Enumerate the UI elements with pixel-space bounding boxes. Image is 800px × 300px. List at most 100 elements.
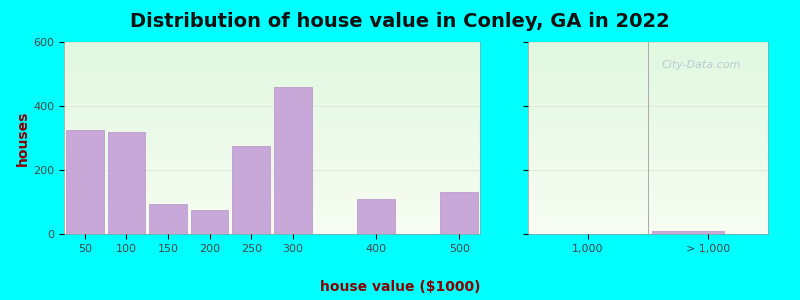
Bar	[64, 71, 480, 74]
Bar	[64, 167, 480, 170]
Bar	[64, 144, 480, 148]
Bar	[358, 199, 394, 234]
Bar	[66, 130, 103, 234]
Bar	[528, 116, 768, 119]
Bar	[64, 103, 480, 106]
Bar	[64, 224, 480, 228]
Bar	[64, 100, 480, 103]
Bar	[64, 154, 480, 157]
Bar	[64, 90, 480, 93]
Bar	[64, 221, 480, 224]
Bar	[64, 218, 480, 221]
Bar	[64, 176, 480, 180]
Bar	[528, 77, 768, 80]
Bar	[64, 164, 480, 167]
Bar	[64, 199, 480, 202]
Bar	[64, 52, 480, 55]
Bar	[64, 45, 480, 48]
Bar	[528, 55, 768, 58]
Bar	[528, 144, 768, 148]
Bar	[64, 68, 480, 71]
Bar	[64, 109, 480, 112]
Bar	[528, 180, 768, 183]
Bar	[64, 135, 480, 138]
Bar	[64, 212, 480, 215]
Bar	[528, 52, 768, 55]
Bar	[528, 61, 768, 64]
Bar	[64, 55, 480, 58]
Bar	[64, 180, 480, 183]
Bar	[528, 112, 768, 116]
Bar	[528, 231, 768, 234]
Bar	[528, 138, 768, 141]
Bar	[64, 58, 480, 61]
Bar	[64, 84, 480, 87]
Bar	[528, 215, 768, 218]
Bar	[528, 135, 768, 138]
Bar	[528, 84, 768, 87]
Bar	[274, 87, 311, 234]
Bar	[64, 189, 480, 192]
Bar	[528, 199, 768, 202]
Bar	[652, 231, 724, 234]
Bar	[64, 138, 480, 141]
Bar	[528, 128, 768, 132]
Bar	[528, 170, 768, 173]
Bar	[64, 106, 480, 109]
Bar	[528, 74, 768, 77]
Bar	[528, 125, 768, 128]
Bar	[528, 100, 768, 103]
Bar	[64, 112, 480, 116]
Bar	[64, 231, 480, 234]
Bar	[64, 148, 480, 151]
Bar	[64, 208, 480, 211]
Bar	[64, 61, 480, 64]
Bar	[64, 87, 480, 90]
Bar	[64, 173, 480, 176]
Bar	[528, 132, 768, 135]
Text: house value ($1000): house value ($1000)	[320, 280, 480, 294]
Bar	[528, 192, 768, 196]
Bar	[528, 68, 768, 71]
Bar	[528, 167, 768, 170]
Bar	[64, 132, 480, 135]
Bar	[528, 164, 768, 167]
Bar	[64, 186, 480, 189]
Y-axis label: houses: houses	[16, 110, 30, 166]
Bar	[528, 176, 768, 180]
Bar	[528, 119, 768, 122]
Bar	[528, 96, 768, 100]
Bar	[233, 146, 270, 234]
Bar	[191, 210, 228, 234]
Bar	[64, 228, 480, 231]
Bar	[64, 93, 480, 96]
Bar	[528, 58, 768, 61]
Bar	[64, 80, 480, 84]
Bar	[528, 173, 768, 176]
Bar	[528, 196, 768, 199]
Bar	[64, 157, 480, 161]
Bar	[528, 228, 768, 231]
Bar	[528, 48, 768, 52]
Bar	[64, 215, 480, 218]
Bar	[528, 71, 768, 74]
Bar	[528, 148, 768, 151]
Bar	[528, 208, 768, 211]
Bar	[528, 205, 768, 208]
Bar	[150, 204, 186, 234]
Bar	[64, 196, 480, 199]
Bar	[528, 42, 768, 45]
Bar	[528, 186, 768, 189]
Bar	[64, 170, 480, 173]
Bar	[528, 218, 768, 221]
Bar	[64, 74, 480, 77]
Bar	[64, 183, 480, 186]
Bar	[108, 132, 145, 234]
Bar	[528, 80, 768, 84]
Bar	[528, 122, 768, 125]
Bar	[528, 106, 768, 109]
Bar	[64, 205, 480, 208]
Bar	[64, 42, 480, 45]
Bar	[64, 151, 480, 154]
Bar	[64, 48, 480, 52]
